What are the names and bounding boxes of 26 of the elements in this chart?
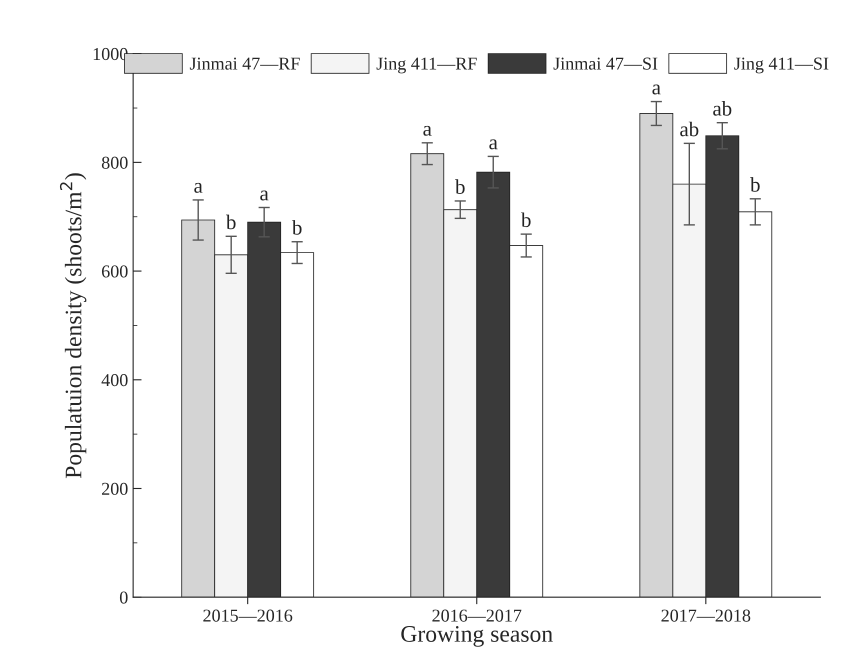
- legend-label: Jinmai 47—SI: [554, 58, 658, 70]
- data-label: a: [194, 182, 203, 193]
- x-tick-label: 2017—2018: [661, 610, 750, 622]
- data-label: b: [521, 212, 531, 228]
- data-label: b: [292, 220, 302, 235]
- y-tick-label: 600: [102, 265, 128, 278]
- data-label: a: [423, 126, 432, 136]
- data-label: a: [489, 139, 498, 150]
- x-tick-label: 2016—2017: [432, 610, 522, 622]
- data-label: ab: [713, 101, 732, 116]
- data-label: b: [750, 177, 760, 192]
- legend-label: Jinmai 47—RF: [190, 58, 300, 70]
- data-label: b: [226, 214, 236, 230]
- data-label: a: [652, 84, 661, 94]
- y-tick-label: 200: [102, 482, 128, 495]
- y-tick-label: 800: [102, 156, 128, 169]
- y-axis-title: Populatuion density (shoots/m$^{2}$): [60, 173, 86, 478]
- x-tick-label: 2015—2016: [203, 610, 292, 622]
- x-axis-title: Growing season: [401, 626, 553, 647]
- y-tick-label: 400: [102, 374, 128, 386]
- data-label: ab: [680, 122, 698, 136]
- data-label: b: [455, 179, 465, 194]
- data-label: a: [260, 190, 269, 200]
- legend-label: Jing 411—RF: [376, 58, 477, 74]
- y-tick-label: 0: [120, 591, 128, 604]
- legend-label: Jing 411—SI: [734, 58, 828, 74]
